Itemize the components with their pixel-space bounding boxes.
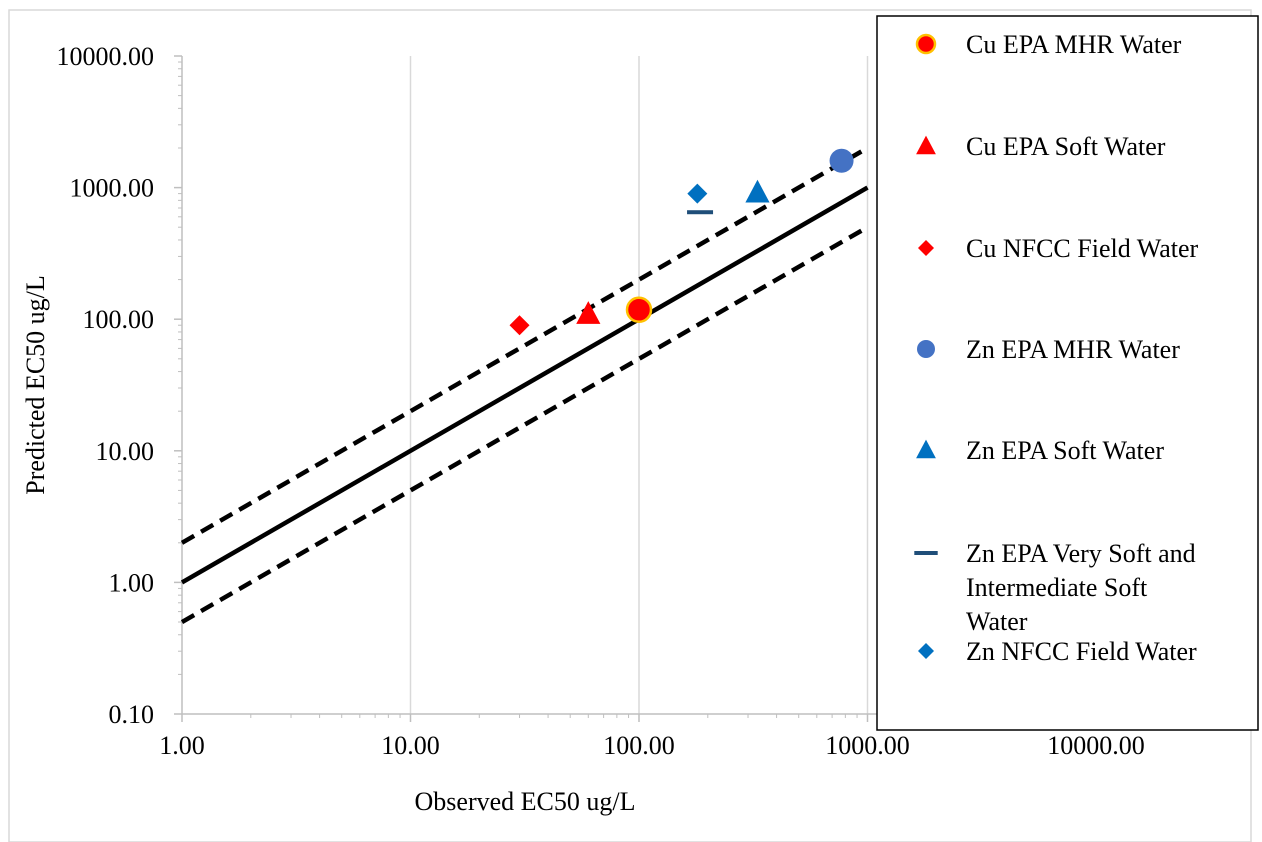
legend-label-4: Zn EPA MHR Water bbox=[966, 335, 1180, 364]
legend-marker-1 bbox=[915, 33, 937, 55]
x-axis-title: Observed EC50 ug/L bbox=[415, 787, 636, 816]
legend-label-6: Zn EPA Very Soft and bbox=[966, 539, 1196, 568]
legend-marker-4 bbox=[917, 340, 935, 358]
x-tick-label: 10.00 bbox=[381, 731, 440, 760]
legend-marker-7 bbox=[918, 643, 934, 659]
y-axis-title: Predicted EC50 ug/L bbox=[21, 275, 50, 495]
legend-label-6: Water bbox=[966, 607, 1028, 636]
legend-marker-5 bbox=[916, 439, 936, 459]
data-point-series-1 bbox=[625, 296, 653, 323]
y-tick-labels: 0.10 1.00 10.00 100.00 1000.00 10000.00 bbox=[57, 42, 155, 729]
x-tick-label: 1.00 bbox=[159, 731, 205, 760]
legend-label-2: Cu EPA Soft Water bbox=[966, 132, 1166, 161]
legend-marker-6 bbox=[914, 551, 938, 555]
data-points bbox=[509, 148, 854, 336]
legend-marker-3 bbox=[918, 240, 934, 256]
data-point-series-2 bbox=[576, 301, 601, 324]
y-tick-label: 1000.00 bbox=[70, 174, 155, 203]
legend-label-6: Intermediate Soft bbox=[966, 573, 1148, 602]
x-tick-label: 100.00 bbox=[603, 731, 675, 760]
data-point-series-3 bbox=[509, 315, 530, 336]
x-tick-label: 10000.00 bbox=[1047, 731, 1145, 760]
data-point-series-6 bbox=[687, 210, 714, 215]
legend-label-7: Zn NFCC Field Water bbox=[966, 637, 1197, 666]
reference-lines bbox=[180, 146, 869, 624]
legend-box bbox=[876, 15, 1259, 731]
y-tick-label: 100.00 bbox=[83, 305, 155, 334]
reference-line-1-1-line bbox=[180, 185, 869, 585]
y-tick-label: 10.00 bbox=[96, 437, 155, 466]
y-tick-label: 10000.00 bbox=[57, 42, 155, 71]
legend-label-1: Cu EPA MHR Water bbox=[966, 30, 1182, 59]
x-tick-labels: 1.00 10.00 100.00 1000.00 10000.00 bbox=[159, 731, 1145, 760]
legend-marker-2 bbox=[916, 135, 936, 155]
y-tick-label: 1.00 bbox=[109, 568, 155, 597]
data-point-series-7 bbox=[687, 183, 708, 204]
legend-label-3: Cu NFCC Field Water bbox=[966, 234, 1199, 263]
legend: Cu EPA MHR Water Cu EPA Soft Water Cu NFCC… bbox=[876, 15, 1259, 731]
x-tick-label: 1000.00 bbox=[825, 731, 910, 760]
data-point-series-5 bbox=[745, 179, 770, 203]
legend-label-5: Zn EPA Soft Water bbox=[966, 436, 1164, 465]
data-point-series-4 bbox=[829, 148, 854, 173]
y-tick-label: 0.10 bbox=[109, 700, 155, 729]
